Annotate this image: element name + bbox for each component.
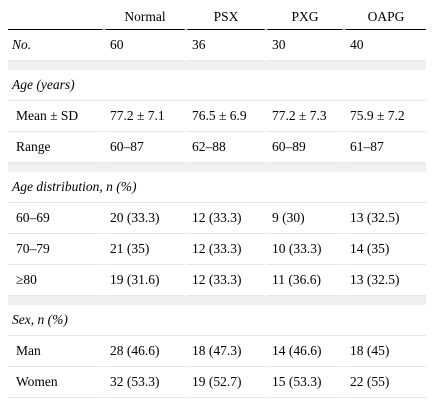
cell-normal: 28 (46.6) [104, 336, 186, 367]
header-cell-pxg: PXG [266, 5, 344, 30]
cell-psx: 12 (33.3) [186, 234, 266, 265]
table-row: Mean ± SD 77.2 ± 7.1 76.5 ± 6.9 77.2 ± 7… [8, 101, 426, 132]
row-label: Women [8, 367, 104, 398]
cell-normal: 60 [104, 30, 186, 61]
cell-oapg: 13 (32.5) [344, 203, 426, 234]
cell-normal: 19 (31.6) [104, 265, 186, 296]
table-row: Women 32 (53.3) 19 (52.7) 15 (53.3) 22 (… [8, 367, 426, 398]
table-row: Man 28 (46.6) 18 (47.3) 14 (46.6) 18 (45… [8, 336, 426, 367]
section-row-age-distribution: Age distribution, n (%) [8, 172, 426, 203]
row-label: ≥80 [8, 265, 104, 296]
section-row-age: Age (years) [8, 70, 426, 101]
cell-oapg: 61–87 [344, 132, 426, 163]
header-cell-normal: Normal [104, 5, 186, 30]
table-row-no: No. 60 36 30 40 [8, 30, 426, 61]
table-row: 70–79 21 (35) 12 (33.3) 10 (33.3) 14 (35… [8, 234, 426, 265]
cell-normal: 60–87 [104, 132, 186, 163]
header-row: Normal PSX PXG OAPG [8, 5, 426, 30]
spacer-row [8, 296, 426, 305]
cell-oapg: 40 [344, 30, 426, 61]
cell-normal: 20 (33.3) [104, 203, 186, 234]
cell-psx: 19 (52.7) [186, 367, 266, 398]
table-row: 60–69 20 (33.3) 12 (33.3) 9 (30) 13 (32.… [8, 203, 426, 234]
section-row-sex: Sex, n (%) [8, 305, 426, 336]
header-cell-blank [8, 5, 104, 30]
section-label: Age distribution, n (%) [8, 172, 426, 203]
header-cell-psx: PSX [186, 5, 266, 30]
cell-psx: 18 (47.3) [186, 336, 266, 367]
table-row: Range 60–87 62–88 60–89 61–87 [8, 132, 426, 163]
row-label: Range [8, 132, 104, 163]
cell-pxg: 15 (53.3) [266, 367, 344, 398]
cell-pxg: 30 [266, 30, 344, 61]
cell-pxg: 9 (30) [266, 203, 344, 234]
cell-normal: 21 (35) [104, 234, 186, 265]
spacer-row [8, 61, 426, 70]
cell-psx: 12 (33.3) [186, 203, 266, 234]
spacer-row [8, 163, 426, 172]
cell-oapg: 13 (32.5) [344, 265, 426, 296]
row-label: No. [8, 30, 104, 61]
row-label: 60–69 [8, 203, 104, 234]
header-cell-oapg: OAPG [344, 5, 426, 30]
demographics-table: Normal PSX PXG OAPG No. 60 36 30 40 Age … [8, 5, 426, 398]
cell-normal: 77.2 ± 7.1 [104, 101, 186, 132]
cell-psx: 36 [186, 30, 266, 61]
section-label: Age (years) [8, 70, 426, 101]
cell-pxg: 11 (36.6) [266, 265, 344, 296]
row-label: Mean ± SD [8, 101, 104, 132]
cell-oapg: 14 (35) [344, 234, 426, 265]
table-row: ≥80 19 (31.6) 12 (33.3) 11 (36.6) 13 (32… [8, 265, 426, 296]
cell-pxg: 14 (46.6) [266, 336, 344, 367]
cell-psx: 76.5 ± 6.9 [186, 101, 266, 132]
cell-psx: 12 (33.3) [186, 265, 266, 296]
cell-oapg: 75.9 ± 7.2 [344, 101, 426, 132]
cell-oapg: 22 (55) [344, 367, 426, 398]
cell-pxg: 10 (33.3) [266, 234, 344, 265]
section-label: Sex, n (%) [8, 305, 426, 336]
row-label: Man [8, 336, 104, 367]
cell-oapg: 18 (45) [344, 336, 426, 367]
cell-pxg: 60–89 [266, 132, 344, 163]
cell-normal: 32 (53.3) [104, 367, 186, 398]
row-label: 70–79 [8, 234, 104, 265]
cell-pxg: 77.2 ± 7.3 [266, 101, 344, 132]
cell-psx: 62–88 [186, 132, 266, 163]
